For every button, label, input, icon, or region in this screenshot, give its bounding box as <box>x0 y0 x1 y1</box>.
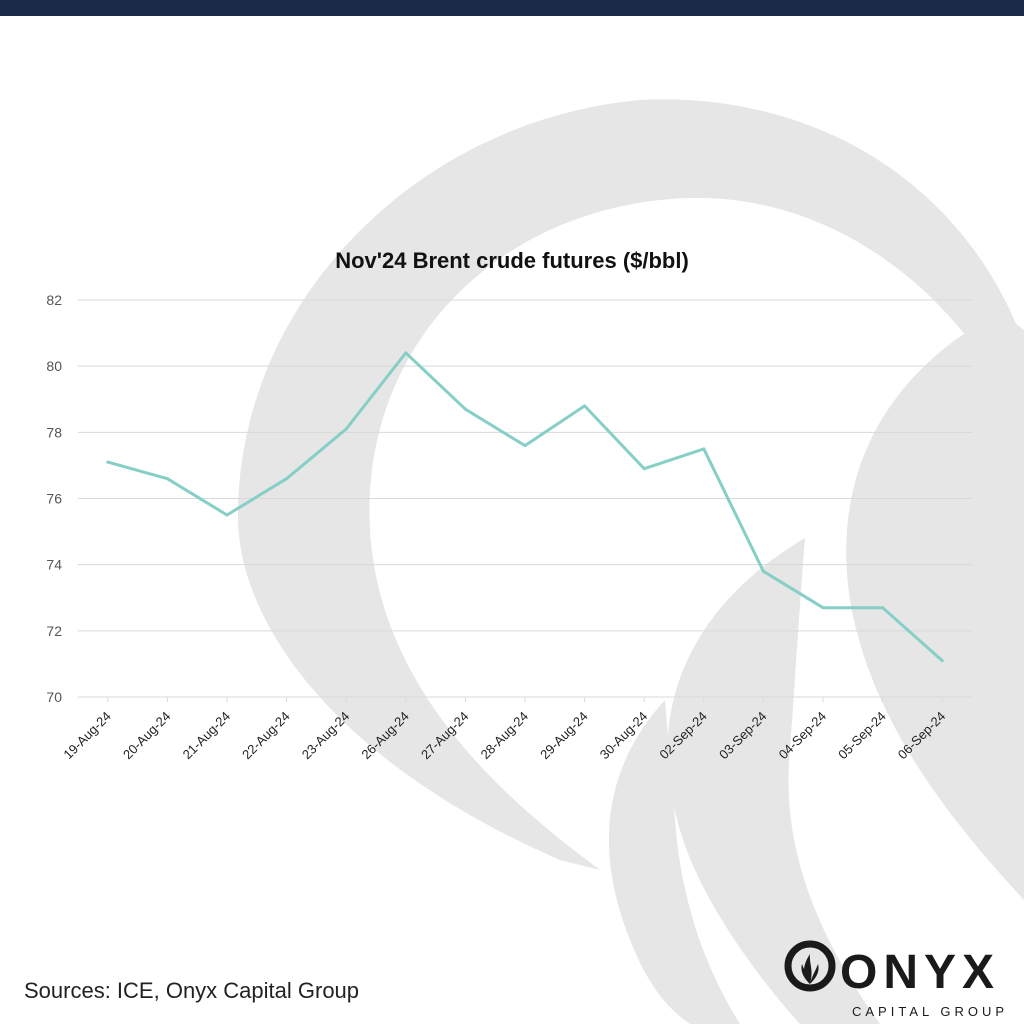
x-tick-label: 05-Sep-24 <box>835 709 889 763</box>
data-point <box>463 407 467 411</box>
x-tick-label: 28-Aug-24 <box>478 709 532 763</box>
y-tick-label: 70 <box>46 689 62 705</box>
x-tick-label: 22-Aug-24 <box>239 709 293 763</box>
y-axis: 70 72 74 76 78 80 82 <box>46 292 62 705</box>
x-tick-label: 23-Aug-24 <box>299 709 353 763</box>
x-tick-label: 03-Sep-24 <box>716 709 770 763</box>
series-line <box>106 351 944 663</box>
top-bar <box>0 0 1024 16</box>
x-tick-label: 21-Aug-24 <box>180 709 234 763</box>
source-note: Sources: ICE, Onyx Capital Group <box>24 978 360 1003</box>
onyx-logo: ONYX CAPITAL GROUP <box>784 940 1008 1019</box>
data-point <box>642 467 646 471</box>
y-tick-label: 78 <box>46 424 62 440</box>
logo-wordmark: ONYX <box>840 946 1000 999</box>
x-tick-label: 26-Aug-24 <box>358 709 412 763</box>
flame-icon <box>784 940 836 992</box>
data-point <box>165 477 169 481</box>
x-tick-label: 19-Aug-24 <box>60 709 114 763</box>
data-point <box>285 477 289 481</box>
data-point <box>761 569 765 573</box>
x-tick-label: 02-Sep-24 <box>656 709 710 763</box>
data-point <box>881 606 885 610</box>
x-tick-label: 30-Aug-24 <box>597 709 651 763</box>
x-tick-label: 04-Sep-24 <box>776 709 830 763</box>
logo-tagline: CAPITAL GROUP <box>852 1004 1008 1019</box>
x-tick-label: 06-Sep-24 <box>895 709 949 763</box>
y-tick-label: 80 <box>46 358 62 374</box>
grid-lines <box>78 299 972 698</box>
x-tick-label: 27-Aug-24 <box>418 709 472 763</box>
data-point <box>106 460 110 464</box>
data-point <box>702 447 706 451</box>
y-tick-label: 74 <box>46 557 62 573</box>
chart-title: Nov'24 Brent crude futures ($/bbl) <box>335 248 689 273</box>
x-tick-label: 29-Aug-24 <box>537 709 591 763</box>
x-axis: 19-Aug-24 20-Aug-24 21-Aug-24 22-Aug-24 23-A… <box>60 697 948 762</box>
data-point <box>404 351 408 355</box>
data-point <box>344 427 348 431</box>
data-point <box>523 444 527 448</box>
data-point <box>225 513 229 517</box>
y-tick-label: 82 <box>46 292 62 308</box>
y-tick-label: 72 <box>46 623 62 639</box>
data-point <box>940 659 944 663</box>
series-layer <box>106 351 944 663</box>
x-tick-label: 20-Aug-24 <box>120 709 174 763</box>
y-tick-label: 76 <box>46 491 62 507</box>
data-point <box>821 606 825 610</box>
data-point <box>583 404 587 408</box>
